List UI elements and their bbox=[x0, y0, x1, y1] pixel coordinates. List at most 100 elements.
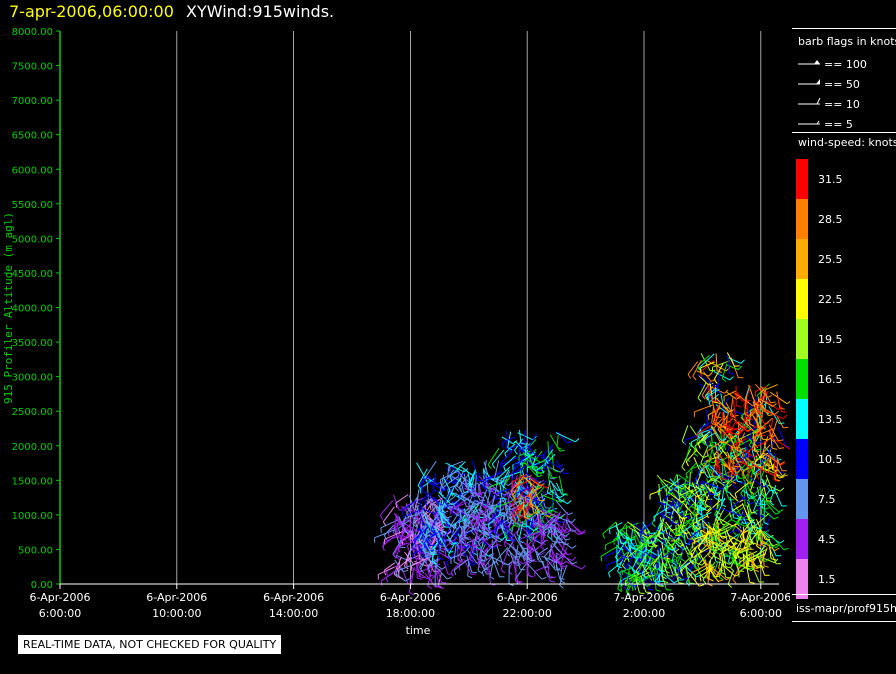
wind-barb-flag bbox=[719, 554, 721, 560]
wind-barb-flag bbox=[703, 455, 709, 459]
wind-barb bbox=[748, 529, 759, 546]
wind-barb-flag bbox=[412, 523, 418, 528]
wind-barb bbox=[732, 550, 740, 572]
x-tick-label-time: 22:00:00 bbox=[502, 607, 551, 620]
wind-barb bbox=[500, 448, 514, 464]
wind-barb bbox=[490, 494, 495, 512]
wind-barb-flag bbox=[511, 503, 515, 509]
wind-barb bbox=[420, 550, 430, 570]
wind-barb-flag bbox=[712, 553, 716, 559]
wind-barb bbox=[531, 530, 544, 536]
speed-color-swatch bbox=[796, 519, 808, 559]
wind-barb-flag bbox=[692, 528, 697, 532]
wind-barb-flag bbox=[649, 574, 655, 577]
y-tick-label: 6500.00 bbox=[12, 131, 53, 142]
wind-barb bbox=[559, 565, 568, 586]
wind-barb-flag bbox=[708, 562, 713, 567]
wind-barb-flag bbox=[535, 538, 541, 543]
wind-barb bbox=[514, 562, 528, 580]
wind-barb-flag bbox=[517, 522, 523, 527]
wind-barb-flag bbox=[537, 486, 543, 490]
wind-barb bbox=[517, 550, 524, 562]
wind-barb-chart: 0.00 500.00 1000.00 1500.00 2000.00 2500.00 30… bbox=[2, 27, 790, 637]
wind-barb-flag bbox=[419, 576, 425, 579]
wind-barb-flag bbox=[647, 534, 653, 539]
wind-barb bbox=[733, 410, 747, 417]
wind-barb bbox=[556, 435, 559, 448]
wind-barb-flag bbox=[646, 533, 652, 537]
wind-barb bbox=[513, 455, 529, 465]
wind-barb bbox=[522, 501, 526, 518]
wind-barb-flag bbox=[543, 539, 549, 542]
wind-barb-flag bbox=[558, 541, 564, 544]
wind-barb-flag bbox=[653, 554, 658, 559]
wind-barb-flag bbox=[486, 573, 492, 575]
wind-barb-flag bbox=[776, 475, 782, 479]
wind-barb-flag bbox=[756, 448, 762, 451]
wind-barb-flag bbox=[712, 401, 718, 404]
wind-barb bbox=[627, 543, 644, 558]
wind-barb bbox=[395, 494, 409, 504]
wind-barb bbox=[463, 559, 472, 575]
wind-barb-flag bbox=[666, 546, 669, 553]
wind-barb-flag bbox=[707, 475, 714, 478]
wind-barb-flag bbox=[480, 520, 484, 526]
wind-barb-flag bbox=[543, 524, 549, 529]
wind-barb-flag bbox=[545, 464, 551, 469]
wind-barb bbox=[683, 503, 695, 514]
wind-barb bbox=[732, 539, 743, 555]
wind-barb-flag bbox=[766, 497, 772, 500]
wind-barb bbox=[512, 473, 527, 483]
wind-barb-flag bbox=[535, 476, 540, 482]
wind-barb-flag bbox=[691, 543, 694, 549]
wind-barb-flag bbox=[438, 557, 444, 561]
wind-barb bbox=[511, 510, 521, 525]
wind-barb-flag bbox=[398, 576, 404, 580]
wind-barb bbox=[741, 489, 754, 499]
wind-barb-flag bbox=[719, 428, 722, 434]
wind-barb-flag bbox=[450, 571, 454, 577]
wind-barb bbox=[613, 532, 626, 541]
wind-barb bbox=[464, 508, 466, 522]
speed-color-label: 4.5 bbox=[818, 533, 836, 546]
wind-barb bbox=[730, 496, 746, 509]
wind-barb-flag bbox=[513, 464, 516, 470]
wind-barb-flag bbox=[772, 543, 778, 547]
wind-barb-flag bbox=[725, 485, 728, 491]
wind-barb bbox=[532, 499, 541, 515]
wind-barb-flag bbox=[645, 530, 650, 535]
wind-barb bbox=[398, 561, 400, 578]
wind-barb-flag bbox=[537, 474, 543, 478]
wind-barb-flag bbox=[447, 475, 453, 479]
wind-barb-flag bbox=[713, 454, 717, 460]
wind-barb bbox=[517, 443, 521, 465]
wind-barb bbox=[422, 511, 432, 530]
wind-barb bbox=[507, 493, 511, 510]
wind-barb-flag bbox=[754, 443, 759, 449]
wind-barb-flag bbox=[492, 521, 495, 527]
wind-barb-flag bbox=[608, 572, 611, 578]
wind-barb bbox=[383, 535, 400, 543]
wind-barb-flag bbox=[721, 378, 727, 382]
wind-barb bbox=[734, 421, 748, 433]
wind-barb-flag bbox=[760, 408, 766, 413]
wind-barb-flag bbox=[706, 394, 709, 401]
wind-barb bbox=[759, 398, 773, 408]
wind-barb-flag bbox=[755, 564, 762, 567]
speed-color-swatch bbox=[796, 319, 808, 359]
wind-barb bbox=[713, 484, 719, 498]
wind-barb-flag bbox=[512, 440, 518, 445]
wind-barb-flag bbox=[429, 505, 432, 511]
wind-barb bbox=[761, 531, 763, 545]
wind-barb bbox=[664, 553, 669, 571]
wind-barb-flag bbox=[489, 521, 493, 527]
wind-barb-flag bbox=[757, 527, 763, 530]
wind-barb-flag bbox=[768, 414, 774, 416]
wind-barb-flag bbox=[565, 532, 570, 537]
wind-barb-flag bbox=[556, 513, 561, 518]
speed-color-label: 28.5 bbox=[818, 213, 843, 226]
wind-barb-flag bbox=[644, 561, 650, 565]
wind-barb-flag bbox=[742, 479, 747, 485]
wind-barb bbox=[635, 556, 647, 572]
wind-barb-flag bbox=[490, 504, 496, 507]
